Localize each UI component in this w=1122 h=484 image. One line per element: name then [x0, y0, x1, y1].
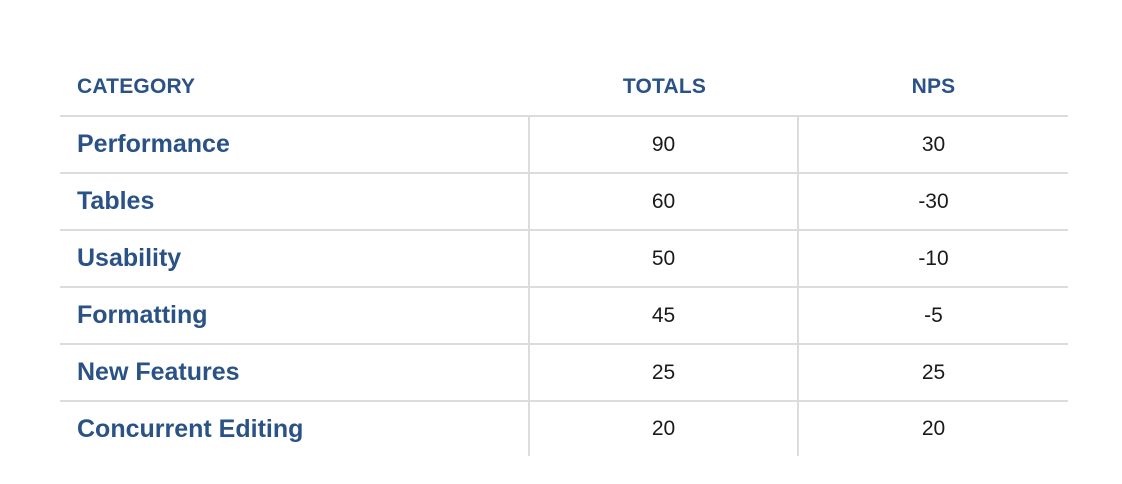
- nps-cell: -5: [924, 303, 943, 327]
- category-cell: Usability: [60, 231, 530, 286]
- totals-cell: 25: [530, 345, 799, 400]
- table-header-row: CATEGORY TOTALS NPS: [60, 58, 1068, 117]
- column-header-nps: NPS: [911, 74, 956, 98]
- table-row: Usability 50 -10: [60, 231, 1068, 288]
- totals-cell: 60: [530, 174, 799, 229]
- data-table: CATEGORY TOTALS NPS Performance 90 30 Ta…: [60, 58, 1068, 456]
- totals-cell: 45: [530, 288, 799, 343]
- table-row: Formatting 45 -5: [60, 288, 1068, 345]
- totals-cell: 90: [530, 117, 799, 172]
- category-cell: Formatting: [60, 288, 530, 343]
- nps-cell: 30: [921, 132, 946, 156]
- table-row: Concurrent Editing 20 20: [60, 402, 1068, 456]
- category-cell: New Features: [60, 345, 530, 400]
- column-header-category: CATEGORY: [77, 74, 196, 98]
- category-cell: Concurrent Editing: [60, 402, 530, 456]
- nps-cell: 20: [921, 417, 946, 440]
- totals-cell: 50: [530, 231, 799, 286]
- category-cell: Tables: [60, 174, 530, 229]
- totals-cell: 20: [530, 402, 799, 456]
- nps-cell: -30: [918, 189, 949, 213]
- table-row: New Features 25 25: [60, 345, 1068, 402]
- column-header-totals: TOTALS: [622, 74, 707, 98]
- nps-cell: -10: [918, 246, 949, 270]
- table-row: Tables 60 -30: [60, 174, 1068, 231]
- nps-cell: 25: [921, 360, 946, 384]
- table-row: Performance 90 30: [60, 117, 1068, 174]
- category-cell: Performance: [60, 117, 530, 172]
